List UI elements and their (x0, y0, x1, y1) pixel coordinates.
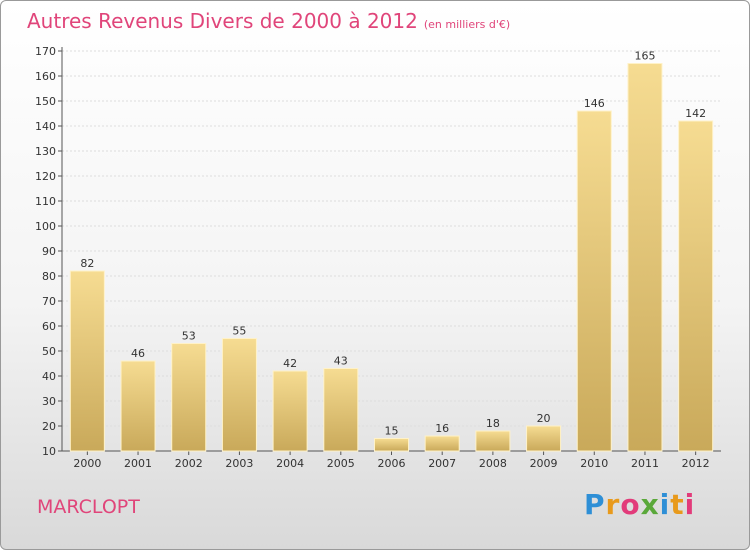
y-tick-label: 10 (42, 445, 56, 458)
y-tick-label: 80 (42, 270, 56, 283)
y-tick-label: 70 (42, 295, 56, 308)
logo-letter: r (605, 488, 621, 521)
x-tick-label: 2010 (580, 457, 608, 470)
y-tick-label: 120 (35, 170, 56, 183)
logo-letter: i (659, 488, 671, 521)
data-label: 46 (131, 347, 145, 360)
bar (526, 425, 562, 452)
bar (627, 63, 663, 452)
data-label: 42 (283, 357, 297, 370)
x-tick-label: 2006 (378, 457, 406, 470)
bar (120, 360, 156, 452)
y-tick-label: 60 (42, 320, 56, 333)
y-tick-label: 130 (35, 145, 56, 158)
chart-title-text: Autres Revenus Divers de 2000 à 2012 (27, 9, 418, 33)
logo-letter: o (620, 488, 641, 521)
x-tick-label: 2012 (682, 457, 710, 470)
bar (272, 370, 308, 452)
data-label: 165 (634, 50, 655, 63)
x-tick-label: 2000 (73, 457, 101, 470)
bar (424, 435, 460, 452)
labels: 82 2000 46 2001 53 2002 55 2003 42 2004 43 2005 15 20… (73, 50, 709, 471)
logo-letter: x (640, 488, 660, 521)
data-label: 55 (232, 325, 246, 338)
y-tick-label: 170 (35, 45, 56, 58)
data-label: 142 (685, 107, 706, 120)
grid-lines (62, 50, 721, 452)
bar (374, 438, 409, 452)
chart-title: Autres Revenus Divers de 2000 à 2012 (en … (27, 9, 510, 33)
x-tick-label: 2002 (175, 457, 203, 470)
y-tick-label: 110 (35, 195, 56, 208)
logo-letter: t (670, 488, 685, 521)
bar (323, 368, 359, 452)
y-tick-label: 30 (42, 395, 56, 408)
bars (69, 63, 714, 452)
logo-letter: P (584, 488, 606, 521)
y-tick-label: 160 (35, 70, 56, 83)
y-tick-label: 40 (42, 370, 56, 383)
y-tick-label: 140 (35, 120, 56, 133)
city-name: MARCLOPT (37, 496, 140, 518)
bar (171, 343, 207, 452)
y-tick-label: 100 (35, 220, 56, 233)
data-label: 15 (385, 425, 399, 438)
proxiti-logo[interactable]: Proxiti (584, 488, 695, 521)
bar (678, 120, 714, 452)
bar (69, 270, 105, 452)
chart-subtitle: (en milliers d'€) (423, 18, 511, 31)
data-label: 16 (435, 422, 449, 435)
bar (576, 110, 612, 452)
bar (221, 338, 257, 452)
x-tick-label: 2008 (479, 457, 507, 470)
data-label: 43 (334, 355, 348, 368)
data-label: 53 (182, 330, 196, 343)
data-label: 82 (80, 257, 94, 270)
y-tick-label: 90 (42, 245, 56, 258)
x-tick-label: 2009 (530, 457, 558, 470)
logo-letter: i (684, 488, 696, 521)
x-tick-label: 2004 (276, 457, 304, 470)
x-tick-label: 2003 (225, 457, 253, 470)
bar (475, 430, 511, 452)
data-label: 18 (486, 417, 500, 430)
x-tick-label: 2001 (124, 457, 152, 470)
data-label: 20 (537, 412, 551, 425)
data-label: 146 (584, 97, 605, 110)
x-tick-label: 2005 (327, 457, 355, 470)
y-tick-label: 50 (42, 345, 56, 358)
x-tick-label: 2007 (428, 457, 456, 470)
y-tick-label: 20 (42, 420, 56, 433)
x-tick-label: 2011 (631, 457, 659, 470)
y-tick-label: 150 (35, 95, 56, 108)
